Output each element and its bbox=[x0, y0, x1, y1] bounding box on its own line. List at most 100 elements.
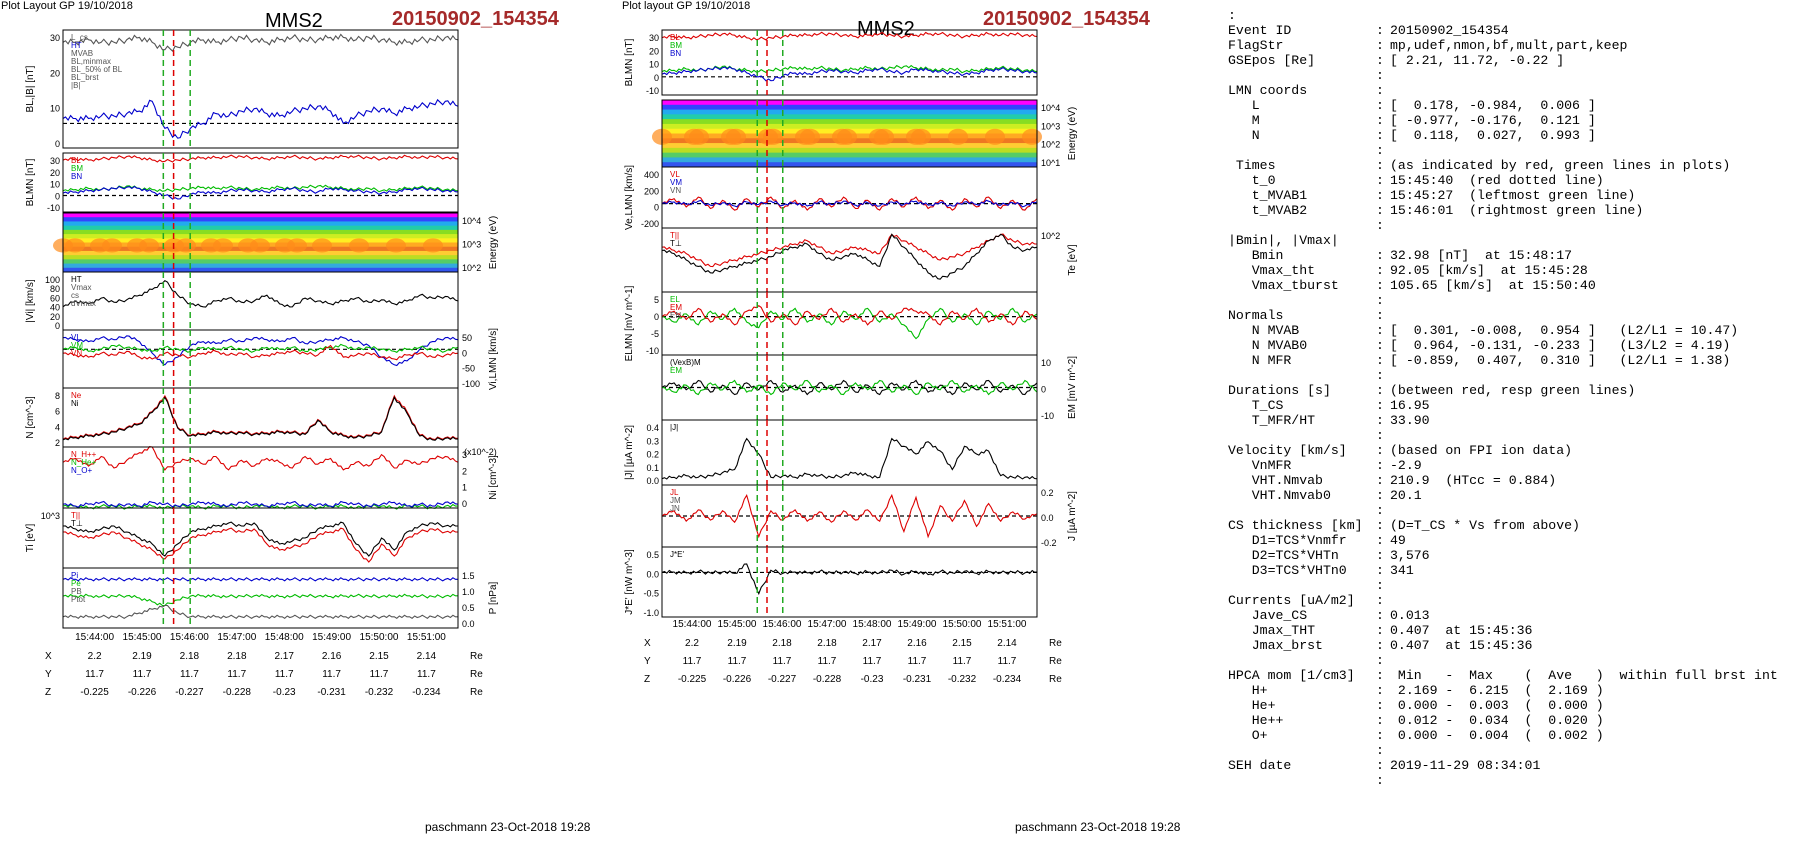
summary-value: 0.013 bbox=[1390, 608, 1430, 623]
summary-key: FlagStr bbox=[1228, 38, 1284, 53]
summary-sep: : bbox=[1376, 98, 1384, 113]
summary-line: L: [ 0.178, -0.984, 0.006 ] bbox=[1228, 98, 1798, 113]
summary-line: He+: 0.000 - 0.003 ( 0.000 ) bbox=[1228, 698, 1798, 713]
ephemeris-unit: Re bbox=[1049, 638, 1062, 649]
y-tick-label: 0.0 bbox=[1041, 513, 1054, 523]
summary-value bbox=[1390, 503, 1798, 518]
ephemeris-value: 11.7 bbox=[417, 669, 436, 680]
spectrogram-band bbox=[63, 263, 458, 269]
summary-value: (based on FPI ion data) bbox=[1390, 443, 1573, 458]
spectrogram-hotspot bbox=[832, 128, 852, 145]
y-tick-label: 0.5 bbox=[646, 550, 659, 560]
legend-entry: dVmax bbox=[71, 299, 96, 308]
series-EN-line bbox=[661, 305, 1038, 326]
y-tick-label: -0.5 bbox=[643, 589, 659, 599]
series-BM-line bbox=[62, 184, 459, 193]
subplot-frame bbox=[62, 567, 459, 629]
summary-sep: : bbox=[1376, 158, 1384, 173]
summary-value bbox=[1390, 368, 1798, 383]
summary-key bbox=[1228, 143, 1376, 158]
summary-key: T_MFR/HT bbox=[1228, 413, 1316, 428]
summary-sep bbox=[1376, 233, 1390, 248]
ephemeris-value: 2.19 bbox=[727, 638, 747, 649]
y-tick-label: 4 bbox=[55, 422, 60, 432]
summary-sep: : bbox=[1376, 683, 1384, 698]
legend-entry: Pi bbox=[71, 571, 78, 580]
legend-entry: T⊥ bbox=[71, 519, 83, 528]
series-J-line bbox=[661, 437, 1038, 480]
y-tick-label: 1.0 bbox=[462, 587, 475, 597]
summary-sep: : bbox=[1376, 623, 1384, 638]
spectrogram-band bbox=[662, 157, 1037, 163]
y-tick-label: -5 bbox=[651, 329, 659, 339]
series-Ptot-line bbox=[62, 577, 458, 582]
y-tick-label: 3 bbox=[462, 450, 467, 460]
summary-sep: : bbox=[1376, 428, 1384, 443]
summary-sep: : bbox=[1376, 188, 1384, 203]
ephemeris-value: 2.19 bbox=[132, 651, 152, 662]
y-tick-label: 0.0 bbox=[462, 619, 475, 629]
summary-line: : bbox=[1228, 8, 1798, 23]
summary-key: Times bbox=[1228, 158, 1276, 173]
summary-line: N MVAB: [ 0.301, -0.008, 0.954 ] (L2/L1 =… bbox=[1228, 323, 1798, 338]
summary-value: 32.98 [nT] at 15:48:17 bbox=[1390, 248, 1573, 263]
summary-value bbox=[1390, 83, 1798, 98]
ephemeris-value: 11.7 bbox=[683, 656, 702, 667]
summary-sep: : bbox=[1376, 653, 1384, 668]
summary-value bbox=[1390, 218, 1798, 233]
summary-key bbox=[1228, 68, 1376, 83]
right-event-title: 20150902_154354 bbox=[983, 8, 1150, 30]
summary-key: D1=TCS*Vnmfr bbox=[1228, 533, 1347, 548]
y-tick-label: 400 bbox=[644, 170, 659, 180]
summary-key: Currents [uA/m2] bbox=[1228, 593, 1355, 608]
ephemeris-unit: Re bbox=[470, 687, 483, 698]
subplot-2: 10^4 10^3 10^2 Energy (eV) bbox=[53, 212, 499, 273]
time-tick-label: 15:46:00 bbox=[170, 632, 209, 643]
summary-value bbox=[1390, 143, 1798, 158]
legend-entry: VM bbox=[670, 178, 682, 187]
summary-value bbox=[1390, 308, 1798, 323]
summary-key: GSEpos [Re] bbox=[1228, 53, 1316, 68]
summary-line: M: [ -0.977, -0.176, 0.121 ] bbox=[1228, 113, 1798, 128]
y-tick-label: 20 bbox=[50, 168, 60, 178]
summary-line: T_MFR/HT:33.90 bbox=[1228, 413, 1798, 428]
legend-entry: HT bbox=[71, 41, 82, 50]
y-tick-label: 0 bbox=[55, 191, 60, 201]
legend-entry: PB bbox=[71, 587, 82, 596]
y-tick-label: 0.2 bbox=[1041, 488, 1054, 498]
event-summary: : Event ID:20150902_154354 FlagStr: mp,udef… bbox=[1228, 8, 1798, 808]
summary-value bbox=[1390, 773, 1798, 788]
spectrogram-hotspot bbox=[250, 238, 270, 253]
y-tick-label: 100 bbox=[45, 275, 60, 285]
spectrogram-band bbox=[63, 259, 458, 265]
summary-line: Bmin:32.98 [nT] at 15:48:17 bbox=[1228, 248, 1798, 263]
y-tick-label: 0.2 bbox=[646, 450, 659, 460]
spectrogram-band bbox=[662, 100, 1037, 106]
summary-sep: : bbox=[1376, 548, 1384, 563]
series-VexBM-line bbox=[661, 379, 1038, 396]
y-axis-label: N [cm^-3] bbox=[25, 396, 36, 439]
summary-key bbox=[1228, 218, 1376, 233]
summary-key: D3=TCS*VHTn0 bbox=[1228, 563, 1347, 578]
y-axis-label: J [µA m^-2] bbox=[1067, 491, 1078, 541]
summary-line: He++: 0.012 - 0.034 ( 0.020 ) bbox=[1228, 713, 1798, 728]
legend-entry: BL bbox=[670, 33, 680, 42]
summary-line: T_CS:16.95 bbox=[1228, 398, 1798, 413]
summary-value: (D=T_CS * Vs from above) bbox=[1390, 518, 1580, 533]
ephemeris-value: -0.234 bbox=[993, 674, 1022, 685]
summary-value: [ 0.118, 0.027, 0.993 ] bbox=[1390, 128, 1596, 143]
spectrogram-hotspot bbox=[948, 128, 968, 145]
y-tick-label: 0 bbox=[654, 312, 659, 322]
series-T-line bbox=[62, 527, 458, 563]
time-tick-label: 15:51:00 bbox=[407, 632, 446, 643]
summary-key: O+ bbox=[1228, 728, 1268, 743]
legend-entry: BM bbox=[71, 164, 83, 173]
ephemeris-value: -0.232 bbox=[948, 674, 977, 685]
spectrogram-band bbox=[63, 213, 458, 218]
spectrogram-band bbox=[63, 234, 458, 239]
time-axis: 15:44:00 15:45:00 15:46:00 15:47:00 15:48:00… bbox=[75, 632, 446, 643]
y-axis-label: J*E' [nW m^-3] bbox=[624, 549, 635, 615]
spectrogram-band bbox=[662, 109, 1037, 115]
y-tick-label: 10^3 bbox=[1041, 121, 1060, 131]
